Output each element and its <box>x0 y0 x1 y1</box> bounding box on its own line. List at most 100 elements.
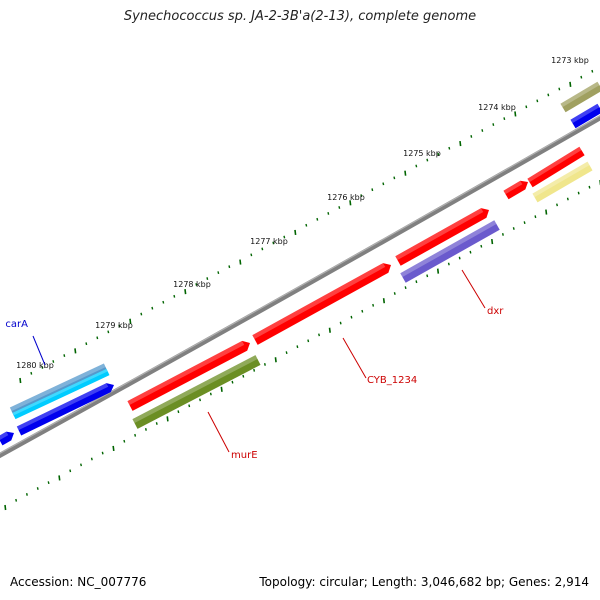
gene-pale <box>532 161 593 203</box>
gene-blue-edge <box>0 431 14 446</box>
outer-tick <box>228 265 231 269</box>
outer-tick <box>52 360 55 363</box>
gene-blue-1 <box>16 383 115 436</box>
scale-label: 1276 kbp <box>327 193 365 202</box>
outer-tick <box>30 371 33 375</box>
outer-tick <box>459 140 462 147</box>
inner-tick <box>577 191 580 195</box>
outer-tick <box>261 247 264 251</box>
inner-tick <box>134 433 137 437</box>
gene-carA-shadow-highlight <box>9 363 106 412</box>
inner-tick <box>556 203 559 207</box>
inner-tick <box>545 209 548 215</box>
inner-tick <box>372 303 375 307</box>
outer-tick <box>107 330 110 334</box>
scale-label: 1278 kbp <box>173 280 211 289</box>
gene-blue-edge-highlight <box>0 431 9 440</box>
outer-tick <box>239 259 242 265</box>
scale-label: 1274 kbp <box>478 103 516 112</box>
inner-tick <box>382 298 386 304</box>
outer-tick <box>316 217 319 221</box>
scale-label: 1280 kbp <box>16 361 54 370</box>
outer-tick <box>492 123 495 126</box>
outer-tick <box>437 152 440 156</box>
outer-tick <box>514 111 517 117</box>
gene-cyb1234 <box>252 263 391 345</box>
gene-outer-red-3-highlight <box>527 146 582 183</box>
callout-line <box>342 337 367 379</box>
inner-tick <box>80 463 83 467</box>
inner-tick <box>534 215 537 219</box>
outer-tick <box>536 99 539 103</box>
gene-callouts: carA CYB_1234 murE dxr <box>5 269 504 461</box>
inner-tick <box>458 256 461 260</box>
outer-tick <box>305 223 308 227</box>
inner-tick <box>436 268 440 274</box>
gene-khaki <box>560 81 600 113</box>
gene-outer-red-2 <box>503 180 528 200</box>
inner-tick <box>253 368 256 372</box>
gene-murE <box>132 355 261 429</box>
gene-blue-1-highlight <box>16 383 109 431</box>
outer-tick <box>382 182 385 186</box>
outer-tick <box>173 294 176 298</box>
gene-label: dxr <box>487 306 504 317</box>
inner-tick <box>318 333 321 337</box>
outer-tick <box>140 312 143 316</box>
outer-tick <box>19 377 22 384</box>
scale-label: 1279 kbp <box>95 321 133 330</box>
gene-cyb1234-highlight <box>252 263 386 340</box>
inner-tick <box>404 286 407 290</box>
inner-tick <box>177 410 180 414</box>
inner-tick <box>25 493 28 496</box>
gene-dxr <box>400 220 500 283</box>
inner-tick <box>69 469 72 473</box>
backbone-line <box>0 114 600 459</box>
outer-tick <box>129 318 132 324</box>
inner-tick <box>480 244 483 248</box>
inner-tick <box>426 274 429 278</box>
inner-tick <box>588 185 591 189</box>
outer-tick <box>41 365 44 369</box>
genome-stats-text: Topology: circular; Length: 3,046,682 bp… <box>259 575 589 589</box>
inner-tick <box>307 339 310 343</box>
outer-tick <box>371 188 374 192</box>
callout-line <box>207 411 230 453</box>
inner-tick <box>393 292 396 295</box>
outer-tick <box>184 289 187 295</box>
gene-label: CYB_1234 <box>367 375 417 386</box>
backbone-strand <box>0 114 600 459</box>
outer-tick <box>338 206 341 209</box>
outer-tick <box>481 129 484 132</box>
inner-tick <box>469 250 472 254</box>
gene-features <box>0 81 600 446</box>
scale-label: 1277 kbp <box>250 237 288 246</box>
gene-outer-red-1 <box>395 208 489 266</box>
inner-tick <box>285 351 288 355</box>
outer-tick <box>151 306 154 310</box>
outer-tick <box>217 271 220 275</box>
inner-tick <box>512 227 515 230</box>
gene-label: carA <box>5 319 28 330</box>
outer-tick <box>283 235 286 239</box>
outer-tick <box>404 170 407 176</box>
outer-tick <box>272 241 275 245</box>
inner-tick <box>566 197 569 201</box>
inner-tick <box>339 321 342 325</box>
outer-tick <box>206 277 209 280</box>
map-title: Synechococcus sp. JA-2-3B'a(2-13), compl… <box>123 9 477 24</box>
inner-tick <box>231 380 234 384</box>
inner-tick <box>296 345 299 349</box>
accession-text: Accession: NC_007776 <box>10 575 147 589</box>
inner-tick <box>4 504 7 511</box>
outer-tick <box>591 69 594 73</box>
outer-tick <box>85 342 88 346</box>
gene-dxr-highlight <box>400 220 497 278</box>
scale-label: 1273 kbp <box>551 56 589 65</box>
inner-tick <box>274 357 277 363</box>
inner-tick <box>155 422 158 425</box>
outer-tick <box>118 324 121 328</box>
outer-tick <box>250 253 253 257</box>
gene-murE-strand-highlight <box>127 340 245 406</box>
inner-tick <box>144 428 147 431</box>
